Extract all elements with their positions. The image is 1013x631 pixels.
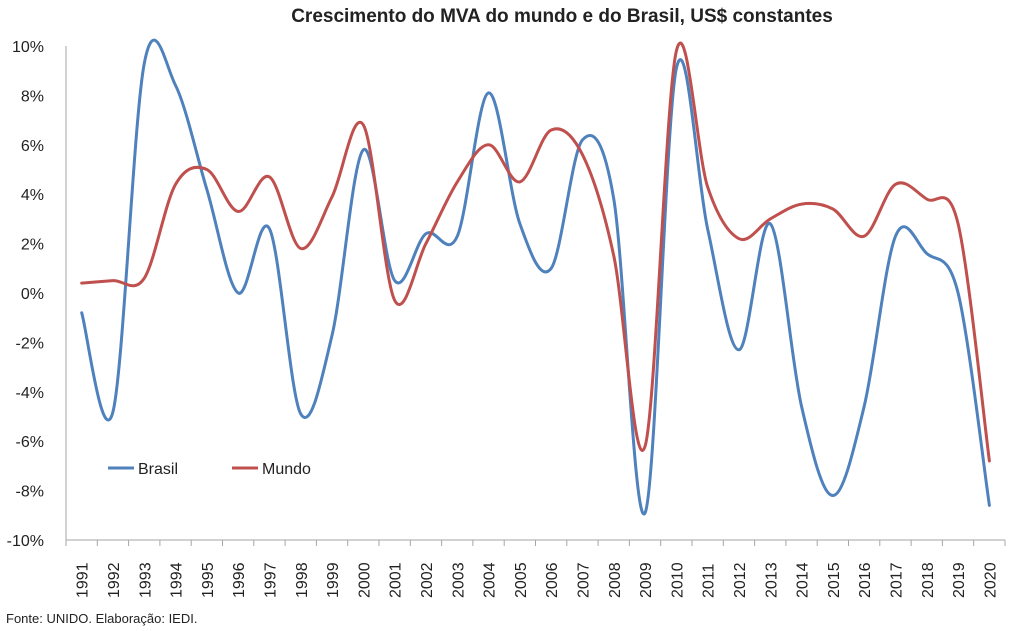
source-note: Fonte: UNIDO. Elaboração: IEDI.: [6, 611, 198, 626]
axes: [65, 46, 1006, 546]
legend: Brasil Mundo: [108, 461, 311, 478]
x-tick-label: 2019: [951, 562, 968, 598]
y-tick-label: 0%: [21, 286, 44, 303]
x-tick-label: 1991: [75, 562, 92, 598]
x-tick-label: 1995: [200, 562, 217, 598]
x-tick-label: 2004: [482, 562, 499, 598]
x-tick-label: 2016: [857, 562, 874, 598]
x-tick-label: 2013: [763, 562, 780, 598]
x-tick-label: 2000: [356, 562, 373, 598]
y-tick-label: -8%: [16, 484, 44, 501]
x-tick-label: 2011: [701, 563, 718, 598]
y-tick-label: 6%: [21, 138, 44, 155]
series-line-brasil: [80, 38, 991, 516]
y-tick-label: -6%: [16, 434, 44, 451]
x-tick-label: 2006: [544, 562, 561, 598]
x-tick-label: 2015: [826, 562, 843, 598]
x-tick-label: 1993: [137, 562, 154, 598]
legend-label-brasil: Brasil: [138, 461, 178, 478]
y-tick-label: 8%: [21, 88, 44, 105]
x-tick-label: 2009: [638, 562, 655, 598]
y-tick-label: -4%: [16, 385, 44, 402]
x-tick-label: 2007: [575, 562, 592, 598]
x-tick-label: 2003: [450, 562, 467, 598]
legend-label-mundo: Mundo: [262, 461, 311, 478]
y-tick-label: -10%: [7, 533, 44, 550]
x-tick-label: 2005: [513, 562, 530, 598]
y-tick-label: -2%: [16, 335, 44, 352]
chart-title: Crescimento do MVA do mundo e do Brasil,…: [291, 6, 833, 27]
x-tick-label: 1992: [106, 562, 123, 598]
x-tick-label: 2020: [982, 562, 999, 598]
x-tick-label: 2002: [419, 562, 436, 598]
y-tick-label: 2%: [21, 237, 44, 254]
x-tick-label: 1996: [231, 562, 248, 598]
x-tick-label: 2014: [795, 562, 812, 598]
series-line-mundo: [80, 41, 991, 463]
x-tick-label: 2010: [669, 562, 686, 598]
x-tick-label: 2017: [888, 562, 905, 598]
x-tick-label: 2001: [388, 562, 405, 598]
x-tick-label: 1994: [169, 562, 186, 598]
x-tick-label: 1999: [325, 562, 342, 598]
x-tick-label: 1998: [294, 562, 311, 598]
x-tick-label: 2012: [732, 562, 749, 598]
y-tick-label: 10%: [12, 39, 44, 56]
x-axis-ticks: 1991 1992 1993 1994 1995 1996 1997 1998 1999 2000…: [75, 562, 1000, 598]
y-axis-ticks: 10% 8% 6% 4% 2% 0% -2% -4% -6% -8% -10%: [7, 39, 44, 550]
series-layer: [80, 38, 991, 516]
x-tick-label: 1997: [262, 562, 279, 598]
x-tick-label: 2008: [607, 562, 624, 598]
x-tick-label: 2018: [920, 562, 937, 598]
y-tick-label: 4%: [21, 187, 44, 204]
